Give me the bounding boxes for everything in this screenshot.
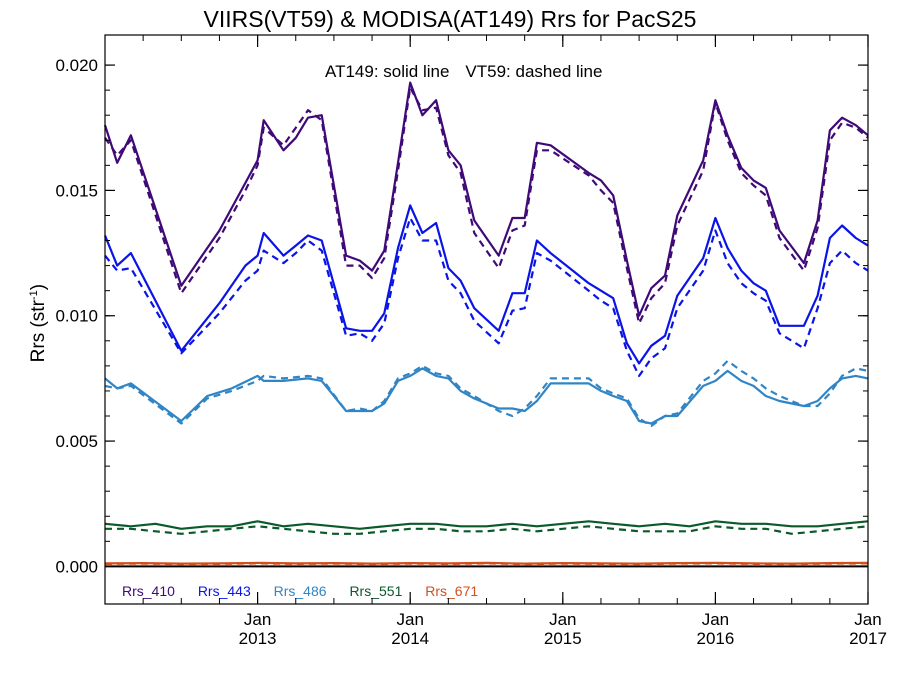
legend: Rrs_410 Rrs_443 Rrs_486 Rrs_551 Rrs_671 — [122, 583, 497, 599]
legend-item-rrs-551: Rrs_551 — [349, 583, 403, 599]
dashed-line-note: VT59: dashed line — [465, 62, 603, 81]
y-tick-label: 0.005 — [55, 432, 98, 451]
line-style-annotation: AT149: solid line VT59: dashed line — [325, 62, 602, 82]
y-tick-label: 0.000 — [55, 557, 98, 576]
series-line-rrs-486 — [104, 367, 869, 425]
series-line-rrs-443 — [103, 204, 869, 365]
legend-item-rrs-443: Rrs_443 — [197, 583, 251, 599]
series-line-rrs-486-vt59 — [104, 359, 869, 428]
legend-item-rrs-486: Rrs_486 — [273, 583, 327, 599]
series-line-rrs-410 — [103, 81, 869, 317]
y-tick-label: 0.020 — [55, 56, 98, 75]
series-line-rrs-410-vt59 — [104, 86, 869, 325]
solid-line-note: AT149: solid line — [325, 62, 450, 81]
series-line-rrs-443-vt59 — [104, 216, 869, 377]
x-tick-label-month: Jan — [396, 610, 423, 629]
y-tick-label: 0.015 — [55, 181, 98, 200]
x-tick-label-year: 2017 — [849, 629, 887, 648]
legend-item-rrs-410: Rrs_410 — [122, 583, 175, 599]
x-tick-label-month: Jan — [549, 610, 576, 629]
series-line-rrs-671 — [104, 561, 869, 565]
chart-title: VIIRS(VT59) & MODISA(AT149) Rrs for PacS… — [203, 6, 697, 32]
x-tick-label-year: 2013 — [239, 629, 277, 648]
x-tick-label-month: Jan — [854, 610, 881, 629]
x-tick-label-year: 2014 — [391, 629, 429, 648]
legend-item-rrs-671: Rrs_671 — [425, 583, 479, 599]
x-tick-label-month: Jan — [702, 610, 729, 629]
x-tick-label-year: 2015 — [544, 629, 582, 648]
x-tick-label-year: 2016 — [696, 629, 734, 648]
series-line-rrs-551-vt59 — [105, 525, 869, 535]
x-tick-label-month: Jan — [244, 610, 271, 629]
series-line-rrs-551 — [104, 520, 869, 530]
y-tick-label: 0.010 — [55, 307, 98, 326]
